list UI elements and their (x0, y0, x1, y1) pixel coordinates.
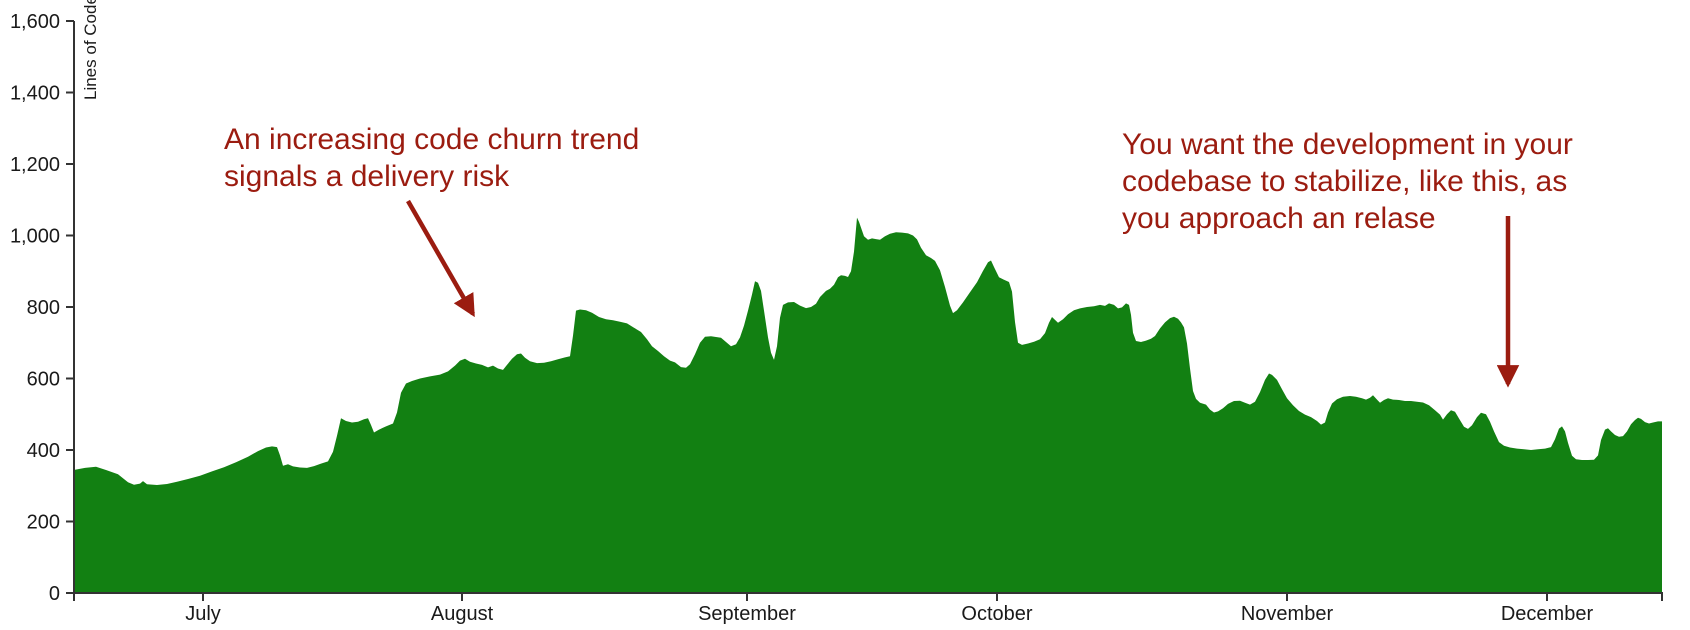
axis-ticks (66, 20, 1663, 601)
y-tick-label: 200 (27, 512, 60, 534)
x-tick-label: November (1241, 603, 1334, 625)
annotation-churn-risk: An increasing code churn trend signals a… (224, 123, 640, 193)
annotation-arrows (406, 199, 1520, 388)
y-tick-label: 800 (27, 297, 60, 319)
y-tick-label: 1,000 (10, 226, 60, 248)
x-tick-label: October (961, 603, 1032, 625)
y-axis-title: Lines of Code (81, 0, 100, 100)
x-tick-label: December (1501, 603, 1594, 625)
y-tick-label: 1,400 (10, 83, 60, 105)
y-tick-label: 600 (27, 369, 60, 391)
x-tick-label: September (698, 603, 796, 625)
lines-of-code-area-series (75, 217, 1662, 593)
y-tick-label: 1,600 (10, 11, 60, 33)
x-tick-label: August (431, 603, 494, 625)
y-tick-label: 0 (49, 583, 60, 605)
y-tick-label: 400 (27, 440, 60, 462)
annotation-arrow-churn-risk (406, 199, 475, 318)
axis-tick-labels: 0 200 400 600 800 1,000 1,200 1,400 1,600 July Aug… (10, 11, 1594, 625)
y-tick-label: 1,200 (10, 154, 60, 176)
x-tick-label: July (185, 603, 221, 625)
annotation-stabilize: You want the development in your codebas… (1122, 128, 1573, 235)
